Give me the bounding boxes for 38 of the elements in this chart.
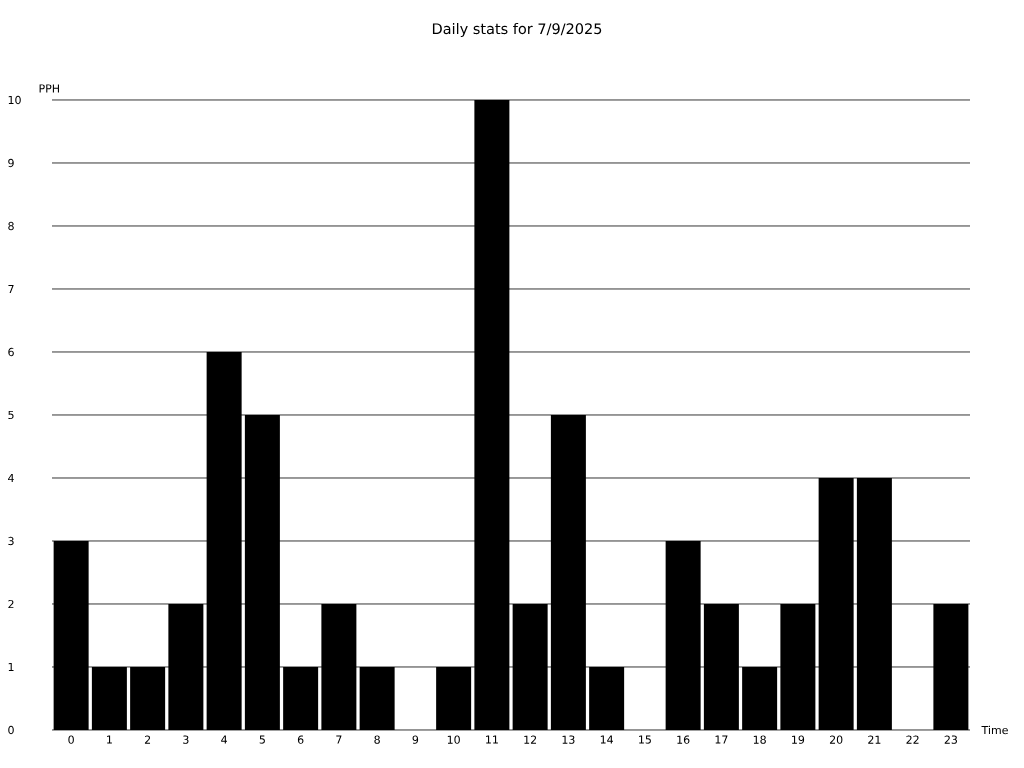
y-tick-label: 4	[8, 473, 14, 482]
x-tick-label: 9	[412, 735, 419, 744]
x-tick-label: 19	[792, 735, 805, 744]
y-tick-label: 10	[8, 95, 21, 105]
x-tick-label: 1	[107, 735, 112, 744]
y-tick-label: 8	[8, 221, 14, 231]
y-tick-label: 5	[8, 410, 14, 420]
y-tick-label: 0	[8, 725, 14, 735]
chart-title: Daily stats for 7/9/2025	[432, 22, 602, 37]
x-tick-label: 23	[944, 735, 958, 744]
x-tick-label: 22	[906, 735, 919, 744]
x-tick-label: 0	[68, 735, 74, 744]
y-axis-title: PPH	[39, 84, 59, 93]
x-tick-label: 20	[829, 735, 843, 744]
x-tick-label: 3	[183, 735, 189, 744]
x-tick-label: 16	[677, 735, 690, 744]
x-tick-label: 8	[374, 735, 380, 744]
x-tick-label: 17	[715, 735, 728, 744]
x-tick-label: 12	[524, 735, 537, 744]
x-tick-label: 14	[600, 735, 614, 744]
x-tick-label: 11	[486, 735, 498, 744]
x-tick-label: 7	[336, 735, 342, 744]
y-tick-label: 2	[8, 599, 14, 609]
y-tick-label: 9	[8, 158, 14, 168]
y-tick-label: 6	[8, 347, 14, 357]
x-tick-label: 5	[259, 735, 265, 744]
x-tick-label: 2	[144, 735, 151, 744]
x-tick-label: 10	[447, 735, 460, 744]
x-tick-label: 21	[868, 735, 881, 744]
x-tick-label: 6	[297, 735, 304, 744]
x-tick-label: 13	[562, 735, 575, 744]
x-tick-label: 15	[639, 735, 651, 744]
y-tick-label: 7	[8, 284, 14, 293]
y-tick-label: 3	[8, 536, 14, 546]
x-tick-label: 4	[221, 735, 228, 744]
y-tick-label: 1	[8, 662, 14, 671]
x-tick-label: 18	[753, 735, 766, 744]
x-axis-title: Time	[981, 725, 1008, 735]
